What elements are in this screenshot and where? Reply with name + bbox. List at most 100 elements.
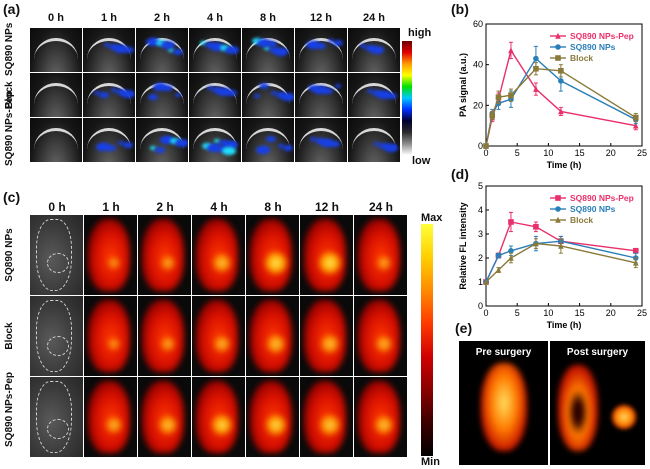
data-point — [508, 219, 514, 225]
data-point — [632, 114, 639, 121]
legend-label: SQ890 NPs — [570, 42, 616, 52]
pa-row-label: SQ890 NPs-Pep — [4, 90, 15, 166]
y-tick-label: 0 — [478, 141, 483, 151]
panel-e-label: (e) — [455, 320, 473, 336]
y-axis-label: PA signal (a.u.) — [458, 53, 468, 117]
fl-time-label: 24 h — [368, 200, 393, 214]
legend-label: SQ890 NPs — [570, 204, 616, 214]
fl-image-tile — [192, 377, 245, 457]
post-surgery-image: Post surgery — [550, 341, 645, 465]
data-point — [632, 122, 639, 129]
fl-image-tile — [246, 296, 299, 376]
legend-label: Block — [570, 53, 593, 63]
y-tick-label: 5 — [478, 181, 483, 191]
y-tick-label: 40 — [473, 60, 483, 70]
data-point — [508, 47, 514, 54]
fl-image-tile — [84, 215, 137, 295]
pre-surgery-image: Pre surgery — [459, 341, 548, 465]
pa-image-tile — [242, 73, 294, 117]
pa-image-tile — [136, 73, 188, 117]
x-tick-label: 20 — [606, 308, 616, 318]
legend-marker — [555, 55, 561, 61]
fl-image-tile — [354, 377, 407, 457]
pa-image-tile — [348, 118, 400, 162]
legend-marker — [555, 44, 561, 50]
fl-image-tile — [84, 296, 137, 376]
panel-a-label: (a) — [3, 1, 21, 17]
data-point — [632, 248, 639, 254]
pa-image-tile — [295, 28, 347, 72]
data-point — [489, 112, 496, 119]
x-tick-label: 0 — [483, 308, 488, 318]
panel-d-label: (d) — [451, 166, 469, 182]
pa-signal-chart: 0 5 10 15 20 25 0 20 40 60 Time (h) PA signal (a.u.… — [458, 19, 647, 170]
data-point — [533, 224, 539, 230]
x-axis-label: Time (h) — [547, 320, 582, 330]
fl-image-tile — [138, 296, 191, 376]
pa-image-tile — [30, 28, 82, 72]
data-point — [533, 55, 539, 62]
data-point — [495, 94, 502, 100]
x-tick-label: 25 — [637, 148, 647, 158]
data-point — [495, 252, 502, 259]
fl-colorbar — [421, 224, 433, 456]
y-tick-label: 2 — [478, 253, 483, 263]
fl-row-label: SQ890 NPs — [4, 228, 15, 282]
fl-colorbar-min: Min — [421, 456, 440, 468]
x-tick-label: 20 — [606, 148, 616, 158]
pa-image-tile — [242, 28, 294, 72]
fl-image-tile — [192, 215, 245, 295]
data-point — [558, 108, 564, 115]
y-tick-label: 60 — [473, 19, 483, 29]
pa-image-tile — [189, 73, 241, 117]
fl-intensity-chart: 0 5 10 15 20 25 0 1 2 3 4 5 Time (h) Relative FL inte… — [458, 181, 647, 330]
y-tick-label: 3 — [478, 229, 483, 239]
x-tick-label: 10 — [543, 308, 553, 318]
data-point — [533, 65, 539, 72]
data-point — [508, 254, 514, 261]
x-tick-label: 25 — [637, 308, 647, 318]
data-point — [632, 259, 639, 266]
pa-time-label: 12 h — [309, 12, 332, 24]
pa-image-tile — [295, 118, 347, 162]
pa-colorbar-low: low — [412, 155, 431, 167]
fl-image-tile — [246, 377, 299, 457]
fl-time-label: 4 h — [210, 200, 228, 214]
y-tick-label: 4 — [478, 205, 483, 215]
pre-surgery-title: Pre surgery — [475, 347, 532, 358]
x-tick-label: 10 — [543, 148, 553, 158]
pa-image-tile — [30, 73, 82, 117]
x-tick-label: 5 — [515, 308, 520, 318]
legend-marker — [555, 216, 561, 223]
fl-image-tile — [246, 215, 299, 295]
fl-image-tile — [300, 377, 353, 457]
legend-label: SQ890 NPs-Pep — [570, 31, 634, 41]
fl-time-label: 0 h — [48, 200, 66, 214]
data-point — [508, 248, 514, 254]
pa-image-tile — [348, 73, 400, 117]
panel-c-label: (c) — [3, 189, 21, 205]
y-axis-label: Relative FL intensity — [458, 202, 468, 289]
pa-time-label: 4 h — [207, 12, 223, 24]
fl-image-tile — [84, 377, 137, 457]
pa-colorbar-high: high — [408, 27, 432, 39]
pa-image-tile — [136, 28, 188, 72]
panel-b-label: (b) — [451, 1, 469, 17]
fl-image-tile — [138, 377, 191, 457]
legend-marker — [555, 32, 561, 39]
pa-time-label: 8 h — [260, 12, 276, 24]
pa-time-label: 0 h — [48, 12, 64, 24]
pa-image-tile — [295, 73, 347, 117]
pa-time-label: 2 h — [154, 12, 170, 24]
y-tick-label: 20 — [473, 100, 483, 110]
fl-image-tile — [354, 296, 407, 376]
pa-colorbar — [402, 41, 412, 155]
x-tick-label: 5 — [515, 148, 520, 158]
pa-time-label: 1 h — [101, 12, 117, 24]
fl-time-label: 1 h — [102, 200, 120, 214]
plot-frame — [485, 185, 643, 307]
data-point — [483, 143, 489, 149]
fl-time-label: 12 h — [314, 200, 339, 214]
plot-frame — [485, 23, 643, 147]
data-point — [558, 78, 564, 84]
